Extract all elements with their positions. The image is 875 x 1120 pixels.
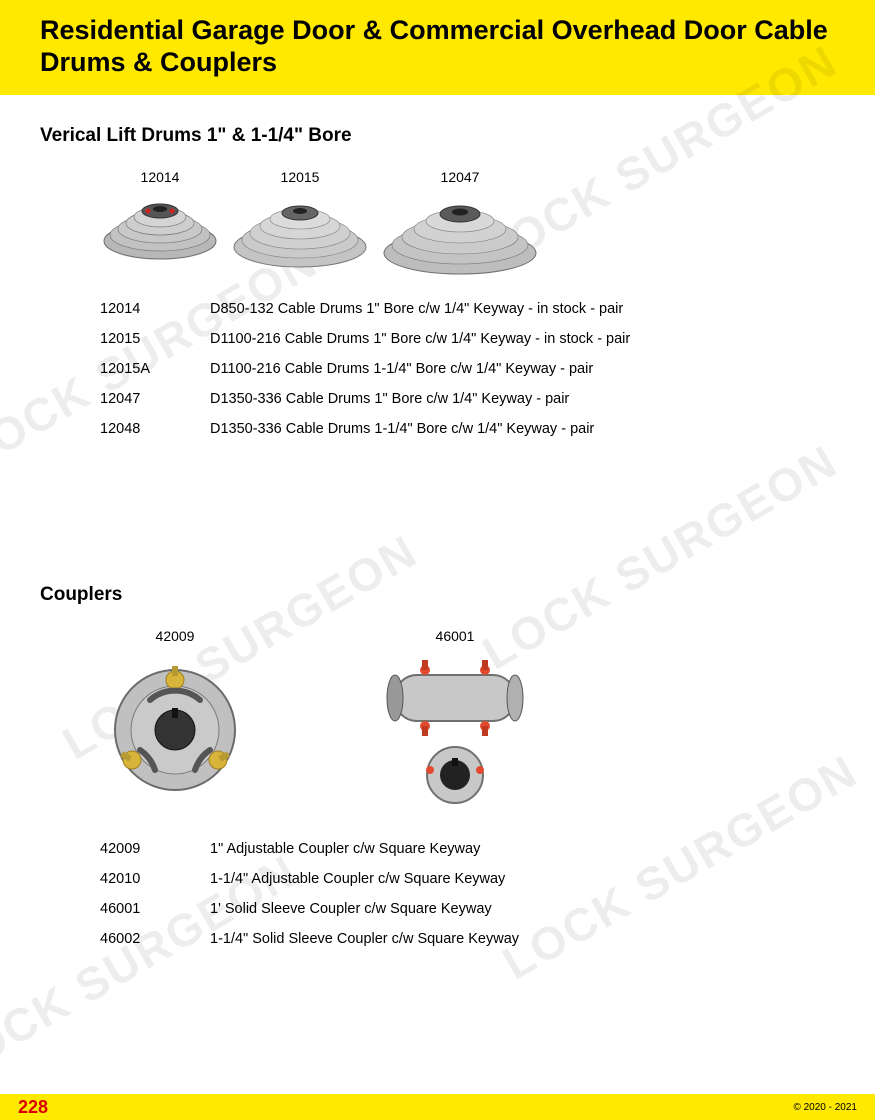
spec-code: 12014 (100, 301, 210, 317)
spec-desc: D1350-336 Cable Drums 1" Bore c/w 1/4" K… (210, 391, 569, 407)
table-row: 46002 1-1/4" Solid Sleeve Coupler c/w Sq… (100, 924, 835, 954)
section-title-couplers: Couplers (40, 584, 835, 606)
table-row: 12047 D1350-336 Cable Drums 1" Bore c/w … (100, 384, 835, 414)
header-bar: Residential Garage Door & Commercial Ove… (0, 0, 875, 95)
spec-desc: 1' Solid Sleeve Coupler c/w Square Keywa… (210, 901, 492, 917)
spec-code: 12015 (100, 331, 210, 347)
spec-desc: D850-132 Cable Drums 1" Bore c/w 1/4" Ke… (210, 301, 623, 317)
spec-code: 12048 (100, 421, 210, 437)
spec-code: 12015A (100, 361, 210, 377)
spec-code: 42009 (100, 841, 210, 857)
spec-code: 12047 (100, 391, 210, 407)
coupler-images-row: 42009 46001 (100, 628, 835, 810)
table-row: 12015 D1100-216 Cable Drums 1" Bore c/w … (100, 324, 835, 354)
drum-image-12015: 12015 (230, 169, 370, 276)
drum-image-12014: 12014 (100, 169, 220, 276)
spec-desc: 1" Adjustable Coupler c/w Square Keyway (210, 841, 480, 857)
coupler-image-42009: 42009 (100, 628, 250, 800)
coupler-sleeve-icon (370, 650, 540, 810)
table-row: 12048 D1350-336 Cable Drums 1-1/4" Bore … (100, 414, 835, 444)
drums-spec-table: 12014 D850-132 Cable Drums 1" Bore c/w 1… (100, 294, 835, 444)
spec-desc: 1-1/4" Adjustable Coupler c/w Square Key… (210, 871, 505, 887)
spec-code: 46001 (100, 901, 210, 917)
page-number: 228 (18, 1097, 48, 1118)
drum-image-label: 12014 (141, 169, 180, 185)
spec-desc: D1100-216 Cable Drums 1-1/4" Bore c/w 1/… (210, 361, 593, 377)
drum-icon (100, 191, 220, 261)
spec-desc: D1350-336 Cable Drums 1-1/4" Bore c/w 1/… (210, 421, 594, 437)
drum-images-row: 12014 12015 (100, 169, 835, 276)
spec-desc: D1100-216 Cable Drums 1" Bore c/w 1/4" K… (210, 331, 630, 347)
coupler-image-label: 46001 (436, 628, 475, 644)
drum-icon (380, 191, 540, 276)
table-row: 46001 1' Solid Sleeve Coupler c/w Square… (100, 894, 835, 924)
couplers-spec-table: 42009 1" Adjustable Coupler c/w Square K… (100, 834, 835, 954)
spec-code: 42010 (100, 871, 210, 887)
table-row: 42009 1" Adjustable Coupler c/w Square K… (100, 834, 835, 864)
drum-image-12047: 12047 (380, 169, 540, 276)
spec-code: 46002 (100, 931, 210, 947)
drum-image-label: 12015 (281, 169, 320, 185)
page-title: Residential Garage Door & Commercial Ove… (40, 14, 835, 79)
copyright-text: © 2020 - 2021 (793, 1102, 857, 1113)
drum-icon (230, 191, 370, 269)
footer-bar: 228 © 2020 - 2021 (0, 1094, 875, 1120)
drum-image-label: 12047 (441, 169, 480, 185)
coupler-image-label: 42009 (156, 628, 195, 644)
table-row: 12014 D850-132 Cable Drums 1" Bore c/w 1… (100, 294, 835, 324)
table-row: 42010 1-1/4" Adjustable Coupler c/w Squa… (100, 864, 835, 894)
coupler-image-46001: 46001 (370, 628, 540, 810)
content: Verical Lift Drums 1" & 1-1/4" Bore 1201… (0, 95, 875, 954)
coupler-adjustable-icon (100, 650, 250, 800)
spec-desc: 1-1/4" Solid Sleeve Coupler c/w Square K… (210, 931, 519, 947)
table-row: 12015A D1100-216 Cable Drums 1-1/4" Bore… (100, 354, 835, 384)
section-title-drums: Verical Lift Drums 1" & 1-1/4" Bore (40, 125, 835, 147)
